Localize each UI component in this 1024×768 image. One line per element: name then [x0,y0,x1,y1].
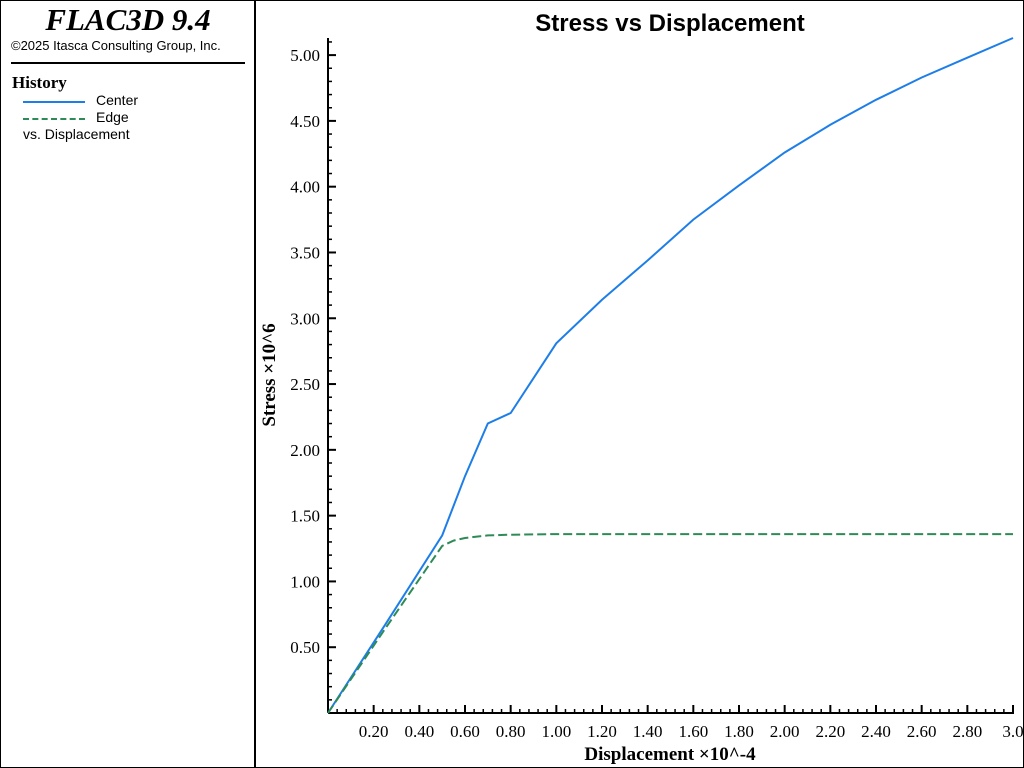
y-tick-label: 0.50 [290,638,320,657]
legend-panel: FLAC3D 9.4 ©2025 Itasca Consulting Group… [0,0,256,768]
copyright: ©2025 Itasca Consulting Group, Inc. [11,38,221,53]
legend-vs-label: vs. Displacement [23,126,130,142]
x-tick-label: 2.00 [770,722,800,741]
series-line-center [327,37,1014,714]
x-tick-label: 2.40 [861,722,891,741]
x-tick-label: 2.60 [907,722,937,741]
y-tick-label: 1.50 [290,507,320,526]
legend-label-edge: Edge [96,109,129,125]
x-tick-label: 0.80 [496,722,526,741]
chart-title: Stress vs Displacement [535,10,804,37]
x-tick-label: 0.60 [450,722,480,741]
app-logo: FLAC3D 9.4 [45,2,211,37]
series-line-edge [327,533,1013,714]
y-tick-label: 2.50 [290,375,320,394]
y-tick-label: 1.00 [290,572,320,591]
legend-swatch-center [23,101,85,103]
y-tick-label: 5.00 [290,46,320,65]
x-tick-label: 0.20 [359,722,389,741]
legend-title: History [12,73,67,92]
y-tick-label: 4.00 [290,178,320,197]
y-tick-label: 2.00 [290,441,320,460]
x-tick-label: 1.40 [633,722,663,741]
x-tick-label: 0.40 [404,722,434,741]
y-tick-label: 3.00 [290,309,320,328]
x-tick-label: 1.60 [678,722,708,741]
y-tick-label: 3.50 [290,243,320,262]
x-axis-label: Displacement ×10^-4 [584,744,756,765]
legend-swatch-edge [23,118,85,120]
x-tick-label: 1.00 [541,722,571,741]
x-tick-label: 1.80 [724,722,754,741]
y-axis-label: Stress ×10^6 [259,323,280,426]
divider [11,62,245,64]
x-tick-label: 1.20 [587,722,617,741]
x-tick-label: 3.0 [1002,722,1023,741]
y-tick-label: 4.50 [290,112,320,131]
x-tick-label: 2.20 [815,722,845,741]
x-tick-label: 2.80 [952,722,982,741]
legend-label-center: Center [96,92,139,108]
